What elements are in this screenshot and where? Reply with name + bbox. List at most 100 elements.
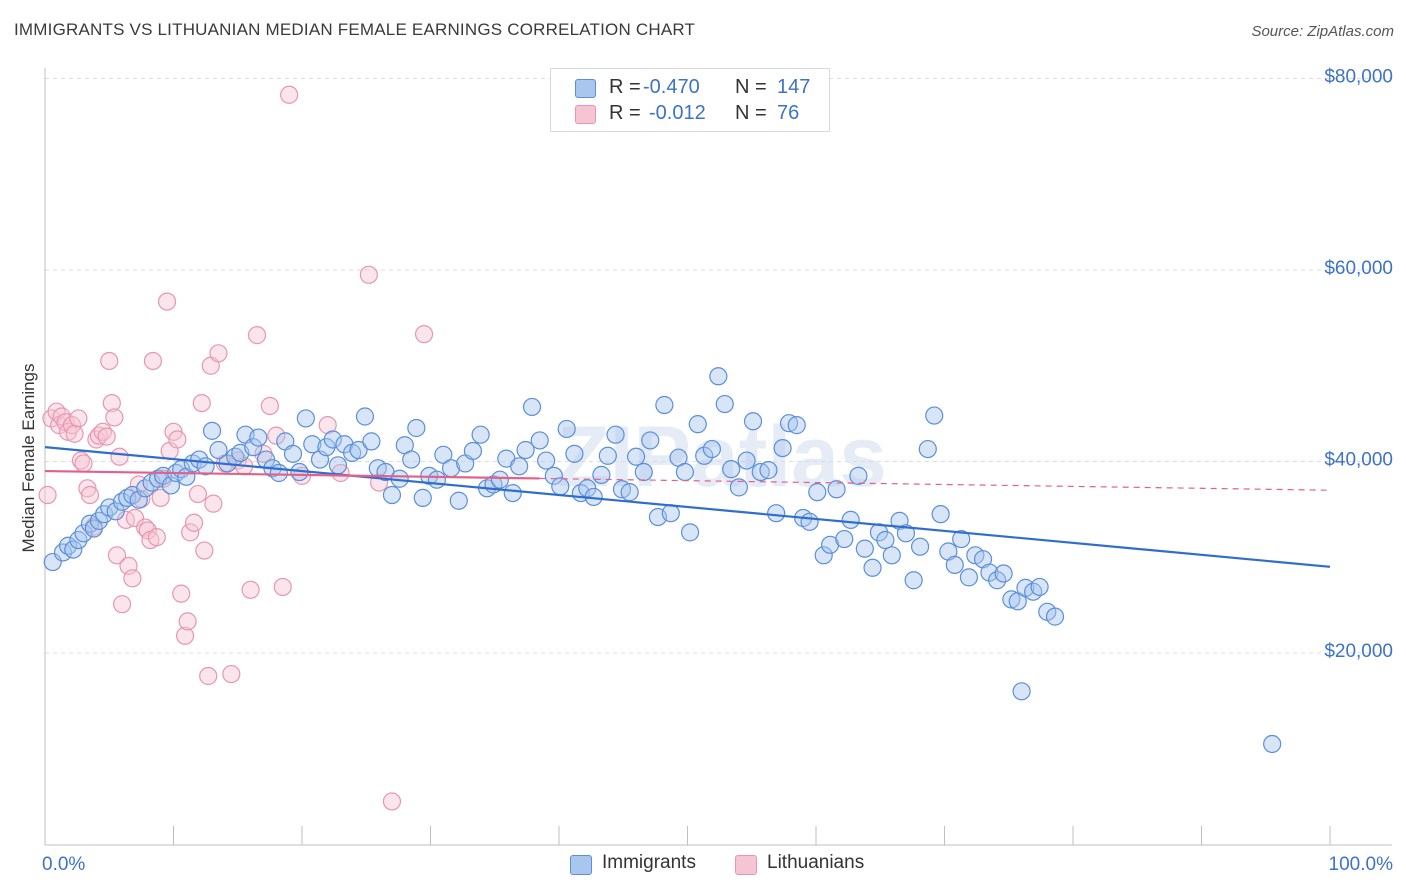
- lithuanians-point: [65, 424, 84, 443]
- immigrants-point: [349, 440, 368, 460]
- immigrants-point: [557, 419, 576, 439]
- immigrants-point: [413, 488, 432, 507]
- legend-r-value: -0.012: [649, 102, 706, 124]
- chart-source: Source: ZipAtlas.com: [1251, 23, 1394, 40]
- lithuanians-legend-swatch: [735, 855, 757, 875]
- immigrants-point: [244, 438, 263, 457]
- immigrants-point: [800, 512, 819, 531]
- gridlines: [45, 78, 1392, 654]
- immigrants-point: [634, 462, 653, 482]
- legend-n-value: 76: [777, 102, 800, 124]
- lithuanians-point: [97, 427, 116, 446]
- immigrants-point: [620, 483, 639, 502]
- immigrants-point: [407, 418, 426, 438]
- immigrants-point: [427, 470, 447, 489]
- lithuanians-point: [100, 351, 119, 371]
- lithuanians-point: [359, 265, 378, 284]
- lithuanians-point: [195, 541, 214, 560]
- y-tick-label: $60,000: [1324, 258, 1393, 279]
- immigrants-point: [196, 457, 215, 476]
- lithuanians-point: [181, 523, 200, 542]
- legend-n-value: 147: [777, 76, 811, 98]
- immigrants-point: [688, 415, 707, 434]
- legend-r-label: R =: [609, 102, 641, 124]
- immigrants-point: [202, 421, 222, 440]
- immigrants-point: [471, 425, 490, 444]
- immigrants-point: [849, 466, 868, 485]
- lithuanians-swatch: [575, 105, 596, 124]
- immigrants-point: [841, 510, 860, 530]
- immigrants-point: [249, 428, 268, 447]
- immigrants-point: [729, 478, 749, 497]
- lithuanians-point: [222, 664, 241, 684]
- correlation-legend: R = -0.470 N = 147 R = -0.012 N = 76: [550, 68, 830, 132]
- legend-n-label: N =: [735, 76, 767, 98]
- immigrants-point: [592, 465, 611, 485]
- lithuanians-point: [382, 792, 402, 811]
- y-tick-label: $40,000: [1324, 450, 1393, 471]
- lithuanians-point: [267, 426, 286, 445]
- immigrants-point: [980, 563, 999, 582]
- y-axis-label: Median Female Earnings: [19, 364, 38, 553]
- immigrants-point: [767, 504, 786, 523]
- immigrants-point: [680, 523, 700, 542]
- immigrants-point: [931, 505, 950, 524]
- lithuanians-point: [112, 595, 132, 614]
- lithuanians-point: [151, 488, 170, 507]
- immigrants-point: [827, 480, 846, 499]
- lithuanians-point: [168, 430, 187, 449]
- axes: [44, 68, 1392, 846]
- immigrants-point: [737, 451, 756, 470]
- immigrants-point: [896, 524, 916, 543]
- immigrants-point: [296, 409, 315, 428]
- legend-r-label: R =: [609, 76, 641, 98]
- immigrants-point: [952, 529, 971, 549]
- y-tick-label: $80,000: [1324, 67, 1393, 88]
- lithuanians-point: [175, 626, 195, 645]
- immigrants-point: [118, 488, 137, 507]
- watermark: ZIPatlas: [557, 409, 887, 505]
- immigrants-point: [945, 555, 964, 575]
- immigrants-point: [1012, 682, 1031, 701]
- lithuanians-legend-label: Lithuanians: [767, 852, 865, 873]
- lithuanians-point: [110, 447, 129, 466]
- immigrants-point: [544, 466, 563, 485]
- lithuanians-point: [414, 325, 434, 344]
- lithuanians-point: [199, 666, 218, 686]
- immigrants-point: [918, 439, 937, 459]
- immigrants-point: [490, 470, 509, 489]
- immigrants-point: [551, 477, 570, 496]
- x-tick-labels: 0.0% 100.0%: [42, 854, 1393, 875]
- immigrants-trend-line: [44, 446, 1331, 568]
- immigrants-point: [1008, 592, 1027, 611]
- immigrants-point: [382, 485, 402, 505]
- immigrants-point: [702, 439, 722, 459]
- lithuanians-trend-line: [44, 469, 540, 480]
- lithuanians-point: [80, 485, 100, 505]
- lithuanians-point: [69, 409, 88, 428]
- lithuanians-point: [74, 454, 93, 473]
- immigrants-point: [283, 444, 303, 463]
- lithuanians-point: [204, 494, 223, 513]
- immigrants-point: [328, 456, 348, 475]
- immigrants-point: [722, 460, 741, 479]
- y-tick-labels: $20,000 $40,000 $60,000 $80,000: [1324, 67, 1393, 663]
- immigrants-point: [463, 441, 483, 461]
- lithuanians-point: [178, 612, 197, 631]
- immigrants-point: [510, 457, 529, 476]
- immigrants-point: [715, 394, 734, 414]
- legend-n-label: N =: [735, 102, 767, 124]
- immigrants-point: [876, 530, 895, 550]
- immigrants-point: [522, 397, 542, 417]
- immigrants-point: [709, 367, 728, 386]
- lithuanians-point: [318, 416, 337, 435]
- immigrants-point: [355, 407, 375, 426]
- lithuanians-point: [273, 577, 292, 597]
- lithuanians-point: [188, 484, 208, 504]
- lithuanians-point: [38, 485, 57, 505]
- immigrants-point: [402, 450, 421, 469]
- immigrants-point: [269, 463, 288, 483]
- immigrants-point: [1263, 734, 1282, 754]
- immigrants-point: [626, 447, 646, 466]
